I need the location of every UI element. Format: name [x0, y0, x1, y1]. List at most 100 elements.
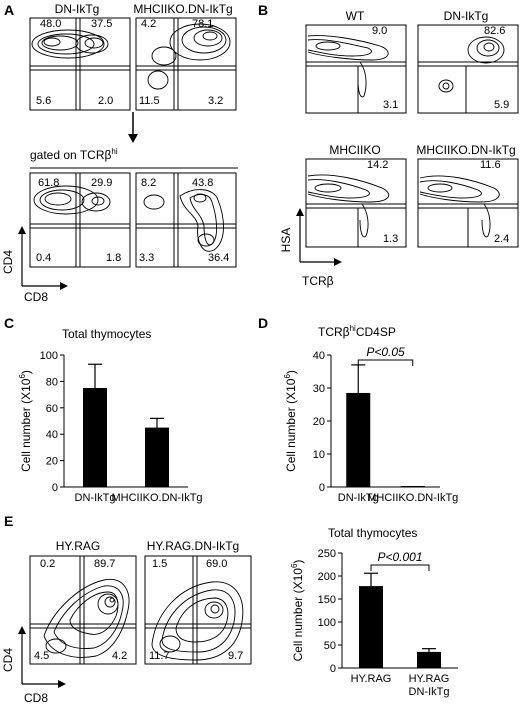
- plot-frame: [29, 555, 137, 665]
- quadrant-ur: 89.7: [94, 558, 115, 570]
- quadrant-ll: 0.4: [36, 252, 51, 264]
- y-tick-label: 100: [318, 617, 336, 629]
- y-tick-label: 50: [324, 640, 336, 652]
- p-value-label: P<0.05: [366, 345, 405, 359]
- flow-plot-b4: 11.6 2.4: [417, 158, 519, 248]
- flow-plot-a1: 48.0 37.5 5.6 2.0: [29, 17, 131, 111]
- contour-density: [33, 185, 111, 215]
- bar: [400, 486, 425, 487]
- panel-e-plot1-title: HY.RAG: [56, 539, 100, 553]
- plot-frame: [305, 24, 407, 114]
- panel-b-plot2-title: DN-IkTg: [444, 9, 489, 23]
- quadrant-ll: 11.5: [139, 95, 160, 107]
- flow-plot-a4: 8.2 43.8 3.3 36.4: [135, 172, 237, 268]
- plot-frame: [135, 17, 237, 111]
- x-axis-label-cd8: CD8: [24, 290, 48, 304]
- quadrant-ul: 8.2: [141, 177, 156, 189]
- bar: [346, 392, 371, 487]
- bar: [145, 427, 169, 487]
- y-tick-label: 150: [318, 594, 336, 606]
- x-axis-label-cd8-e: CD8: [24, 691, 48, 705]
- quadrant-ur: 69.0: [206, 558, 227, 570]
- chart-e-title: Total thymocytes: [328, 526, 417, 540]
- y-tick-label: 60: [46, 403, 58, 415]
- gate-value-top: 82.6: [484, 25, 505, 37]
- contour-density: [438, 36, 505, 93]
- y-tick-label: 40: [313, 350, 325, 362]
- y-tick-label: 10: [313, 449, 325, 461]
- contour-density: [307, 35, 389, 98]
- y-axis-label-hsa: HSA: [279, 228, 293, 253]
- panel-b-plot4-title: MHCIIKO.DN-IkTg: [416, 143, 515, 157]
- plot-frame: [417, 24, 519, 114]
- panel-a-plot1-title: DN-IkTg: [55, 2, 100, 16]
- gate-value-bottom: 5.9: [494, 99, 509, 111]
- contour-density: [151, 581, 244, 661]
- gate-value-bottom: 2.4: [494, 233, 509, 245]
- quadrant-ll: 5.6: [36, 95, 51, 107]
- contour-density: [43, 578, 130, 658]
- quadrant-lr: 2.0: [98, 95, 113, 107]
- quadrant-ul: 48.0: [40, 18, 61, 30]
- axis-arrows-e: [18, 626, 66, 688]
- flow-plot-b2: 82.6 5.9: [417, 24, 519, 114]
- quadrant-ll: 11.7: [149, 650, 170, 662]
- gate-value-bottom: 3.1: [383, 99, 398, 111]
- panel-d-letter: D: [258, 315, 268, 331]
- panel-c-letter: C: [4, 315, 14, 331]
- y-axis-label-cd4-e: CD4: [1, 648, 15, 672]
- quadrant-lr: 1.8: [106, 252, 121, 264]
- bar: [417, 651, 441, 668]
- flow-plot-a2: 4.2 78.1 11.5 3.2: [135, 17, 237, 111]
- axis-arrows-a: [18, 226, 68, 290]
- quadrant-ul: 61.8: [38, 177, 59, 189]
- y-axis-title: Cell number (X106): [283, 370, 298, 472]
- panel-a-letter: A: [4, 2, 14, 18]
- panel-b-plot3-title: MHCIIKO: [329, 143, 380, 157]
- flow-plot-b3: 14.2 1.3: [305, 158, 407, 248]
- y-tick-label: 20: [46, 456, 58, 468]
- bar: [359, 586, 383, 668]
- y-axis-label-cd4: CD4: [1, 250, 15, 274]
- chart-d-title: TCRβhiCD4SP: [318, 324, 396, 339]
- quadrant-ll: 3.3: [139, 252, 154, 264]
- panel-a-plot2-title: MHCIIKO.DN-IkTg: [133, 2, 232, 16]
- gated-label: gated on TCRβhi: [30, 147, 118, 162]
- quadrant-ul: 1.5: [152, 558, 167, 570]
- gate-value-top: 14.2: [367, 159, 388, 171]
- contour-density: [419, 175, 500, 238]
- significance-bracket: [357, 359, 414, 366]
- axis-arrows-b: [296, 208, 342, 266]
- bar: [83, 388, 107, 487]
- down-arrow-icon: [128, 112, 138, 143]
- y-axis-title: Cell number (X106): [290, 560, 305, 662]
- quadrant-lr: 4.2: [112, 650, 127, 662]
- quadrant-lr: 3.2: [208, 95, 223, 107]
- y-tick-label: 20: [313, 416, 325, 428]
- y-tick-label: 80: [46, 376, 58, 388]
- y-tick-label: 100: [40, 350, 58, 362]
- x-tick-label: MHCIIKO.DN-IkTg: [367, 492, 458, 504]
- y-axis-title: Cell number (X106): [18, 370, 33, 472]
- contour-density: [31, 29, 109, 59]
- quadrant-ul: 0.2: [40, 558, 55, 570]
- x-tick-label: DN-IkTg: [75, 492, 116, 504]
- quadrant-lr: 9.7: [228, 650, 243, 662]
- x-tick-label: DN-IkTg: [409, 686, 450, 698]
- panel-b-plot1-title: WT: [346, 9, 365, 23]
- flow-plot-e2: 1.5 69.0 11.7 9.7: [144, 555, 252, 665]
- plot-frame: [144, 555, 252, 665]
- y-tick-label: 250: [318, 548, 336, 560]
- gate-value-bottom: 1.3: [383, 233, 398, 245]
- quadrant-ur: 78.1: [192, 18, 213, 30]
- panel-e-plot2-title: HY.RAG.DN-IkTg: [147, 539, 239, 553]
- flow-plot-e1: 0.2 89.7 4.5 4.2: [29, 555, 137, 665]
- quadrant-lr: 36.4: [208, 252, 229, 264]
- y-tick-label: 200: [318, 571, 336, 583]
- x-tick-label: HY.RAG: [409, 673, 450, 685]
- quadrant-ur: 43.8: [192, 177, 213, 189]
- quadrant-ll: 4.5: [34, 650, 49, 662]
